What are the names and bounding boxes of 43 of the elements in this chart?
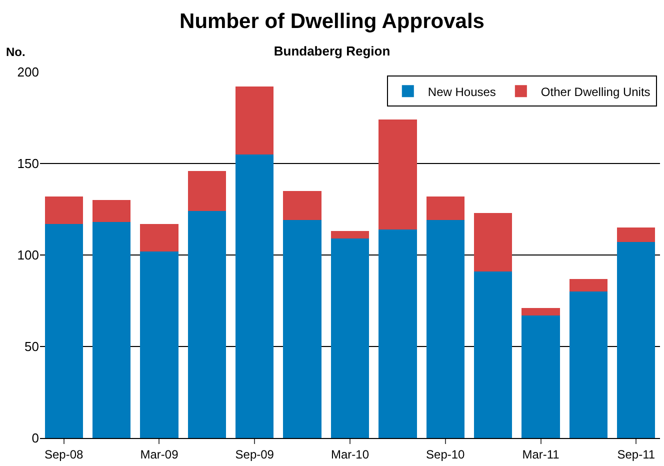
y-tick-label: 150 bbox=[17, 156, 39, 172]
bar bbox=[426, 196, 464, 220]
chart-subtitle: Bundaberg Region bbox=[274, 43, 390, 58]
bar bbox=[140, 224, 178, 252]
bar bbox=[330, 231, 370, 239]
bar bbox=[140, 251, 178, 438]
y-axis-title: No. bbox=[6, 45, 26, 59]
bar bbox=[378, 120, 417, 230]
x-tick-label: Mar-10 bbox=[330, 447, 370, 462]
legend-label: Other Dwelling Units bbox=[540, 84, 650, 99]
x-tick-label: Sep-10 bbox=[426, 447, 466, 462]
x-tick-label: Sep-08 bbox=[44, 447, 84, 462]
bar bbox=[44, 196, 83, 224]
bar bbox=[188, 211, 226, 438]
y-tick-label: 200 bbox=[17, 64, 39, 80]
bar bbox=[92, 200, 131, 222]
bar bbox=[617, 228, 656, 242]
bar bbox=[522, 315, 560, 438]
bar bbox=[569, 278, 608, 292]
y-tick-label: 50 bbox=[24, 339, 39, 354]
legend-label: New Houses bbox=[428, 84, 496, 99]
bar bbox=[283, 190, 322, 220]
bar bbox=[44, 224, 83, 438]
bar bbox=[236, 86, 274, 154]
x-tick-label: Mar-11 bbox=[522, 447, 560, 462]
chart-title: Number of Dwelling Approvals bbox=[180, 10, 484, 33]
bar bbox=[569, 292, 608, 438]
bar bbox=[617, 242, 656, 438]
bar bbox=[378, 229, 417, 438]
x-tick-label: Sep-11 bbox=[617, 447, 656, 462]
y-tick-label: 100 bbox=[17, 248, 39, 263]
bar bbox=[283, 220, 322, 438]
bar bbox=[236, 154, 274, 438]
bar bbox=[474, 212, 512, 272]
bar bbox=[330, 238, 370, 438]
bar bbox=[474, 271, 512, 438]
bar bbox=[426, 220, 464, 438]
bar bbox=[188, 170, 226, 212]
x-tick-label: Mar-09 bbox=[140, 447, 179, 462]
y-tick-label: 0 bbox=[32, 430, 39, 446]
bar bbox=[92, 222, 131, 438]
x-tick-label: Sep-09 bbox=[235, 447, 274, 462]
bar bbox=[522, 308, 560, 316]
